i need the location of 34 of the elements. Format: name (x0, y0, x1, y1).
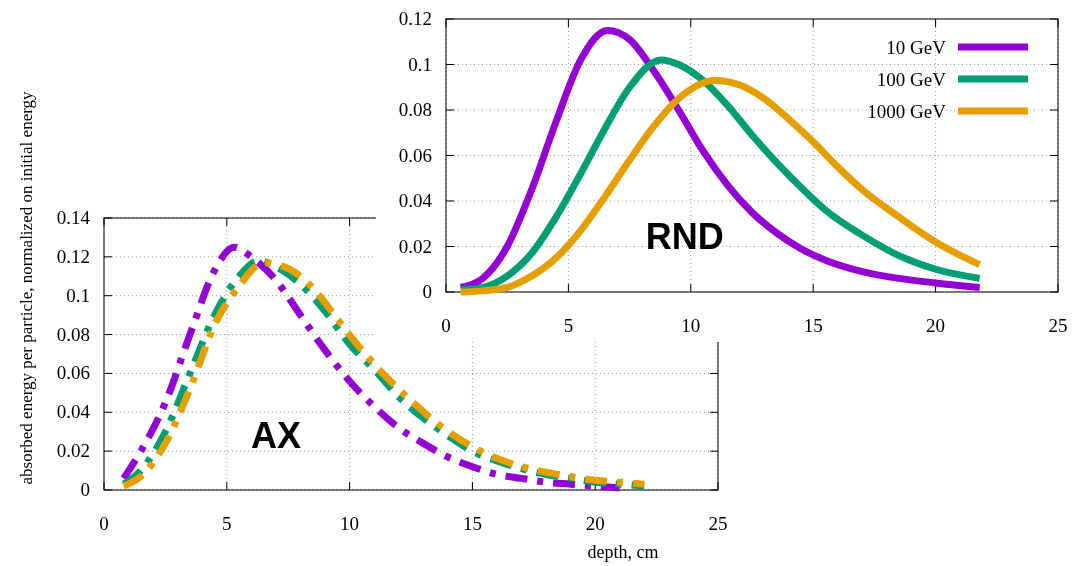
legend-label: 1000 GeV (867, 101, 947, 122)
x-tick-label: 0 (99, 513, 109, 534)
y-axis-title: absorbed energy per particle, normalized on initial energy (17, 90, 36, 485)
x-tick-label: 25 (708, 513, 728, 534)
x-tick-label: 25 (1048, 315, 1068, 336)
x-tick-label: 5 (563, 315, 574, 336)
y-tick-label: 0.1 (408, 53, 432, 75)
y-tick-label: 0.08 (56, 323, 90, 345)
x-axis-title: depth, cm (587, 542, 659, 562)
y-tick-label: 0.06 (56, 362, 90, 384)
y-tick-label: 0.02 (56, 440, 90, 462)
x-tick-label: 20 (926, 315, 946, 336)
x-tick-label: 15 (462, 513, 482, 534)
annotation: AX (250, 414, 301, 456)
y-tick-label: 0 (422, 281, 432, 302)
x-tick-label: 20 (585, 513, 605, 534)
x-tick-label: 15 (803, 315, 823, 336)
y-tick-label: 0.12 (398, 8, 432, 29)
y-tick-label: 0.12 (56, 245, 90, 267)
y-tick-label: 0.1 (66, 284, 90, 306)
legend-label: 10 GeV (886, 37, 947, 58)
y-tick-label: 0.06 (398, 144, 432, 166)
x-tick-label: 5 (222, 513, 232, 534)
annotation: RND (645, 216, 724, 258)
y-tick-label: 0.02 (398, 235, 432, 257)
x-tick-label: 10 (340, 513, 360, 534)
x-tick-label: 10 (681, 315, 701, 336)
y-tick-label: 0.14 (56, 207, 91, 228)
y-tick-label: 0.04 (56, 401, 91, 423)
legend-label: 100 GeV (876, 69, 947, 90)
x-tick-label: 0 (441, 315, 451, 336)
y-tick-label: 0 (80, 479, 90, 500)
y-tick-label: 0.04 (398, 190, 433, 211)
y-tick-label: 0.08 (398, 99, 432, 120)
